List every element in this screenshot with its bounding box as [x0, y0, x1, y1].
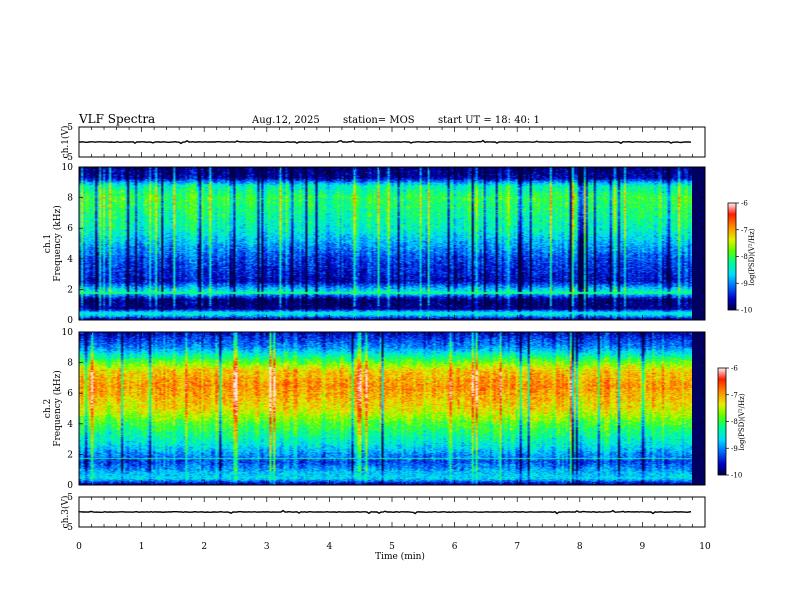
y-tick-label: 0 [67, 481, 73, 491]
y-axis-channel-label: ch.2 [43, 399, 53, 418]
colorbar-label: log(PSD)(V²/Hz) [738, 393, 746, 450]
ch1-spectrogram-panel [79, 167, 705, 320]
figure-title: VLF Spectra [78, 112, 155, 126]
x-tick-label: 5 [389, 542, 395, 552]
colorbar-tick-label: -7 [741, 226, 748, 234]
y-tick-label: 8 [67, 359, 73, 369]
y-tick-label: 5 [67, 493, 73, 503]
y-tick-label: 2 [67, 450, 73, 460]
colorbar-tick-label: -7 [731, 391, 738, 399]
y-tick-label: 10 [62, 163, 74, 173]
y-axis-frequency-label: Frequency (kHz) [52, 370, 63, 447]
y-tick-label: 8 [67, 194, 73, 204]
y-tick-label: 10 [62, 328, 74, 338]
x-tick-label: 3 [264, 542, 270, 552]
colorbar-tick-label: -8 [731, 418, 738, 426]
x-tick-label: 6 [452, 542, 458, 552]
y-tick-label: 5 [67, 123, 73, 133]
x-tick-label: 0 [76, 542, 82, 552]
y-axis-channel-label: ch.1 [43, 234, 53, 253]
colorbar-tick-label: -9 [741, 280, 748, 288]
y-axis-label: ch.3(V) [60, 496, 71, 529]
colorbar-label: log(PSD)(V²/Hz) [748, 228, 756, 285]
colorbar-tick-label: -9 [731, 445, 738, 453]
x-tick-label: 7 [514, 542, 520, 552]
ch2-colorbar [717, 367, 727, 476]
y-tick-label: 6 [67, 389, 73, 399]
colorbar-tick-label: -6 [731, 365, 738, 373]
start-time-label: start UT = 18: 40: 1 [438, 115, 540, 126]
colorbar-tick-label: -8 [741, 253, 748, 261]
y-tick-label: -5 [64, 153, 73, 163]
colorbar-tick-label: -6 [741, 200, 748, 208]
voltage-trace-ch.3 [78, 509, 692, 515]
y-tick-label: 4 [67, 420, 73, 430]
x-tick-label: 2 [201, 542, 207, 552]
y-tick-label: 4 [67, 255, 73, 265]
voltage-trace-ch.1 [79, 139, 692, 145]
y-tick-label: -5 [64, 523, 73, 533]
x-tick-label: 4 [327, 542, 333, 552]
ch1-colorbar [727, 202, 737, 311]
ch2-colorbar-gradient [718, 368, 726, 475]
y-axis-label: ch.1(V) [60, 126, 71, 159]
date-label: Aug.12, 2025 [251, 115, 320, 126]
station-label: station= MOS [343, 115, 415, 126]
ch1-colorbar-gradient [728, 203, 736, 310]
y-tick-label: 2 [67, 285, 73, 295]
ch1-spectrogram-image [79, 167, 692, 320]
ch2-spectrogram-image [79, 332, 692, 485]
x-axis-label: Time (min) [375, 551, 425, 562]
ch2-spectrogram-panel [79, 332, 705, 485]
y-tick-label: 6 [67, 224, 73, 234]
x-tick-label: 10 [699, 542, 711, 552]
colorbar-tick-label: -10 [741, 307, 752, 315]
x-tick-label: 1 [139, 542, 145, 552]
colorbar-tick-label: -10 [731, 472, 742, 480]
y-axis-frequency-label: Frequency (kHz) [52, 205, 63, 282]
x-tick-label: 8 [577, 542, 583, 552]
x-tick-label: 9 [640, 542, 646, 552]
y-tick-label: 0 [67, 316, 73, 326]
